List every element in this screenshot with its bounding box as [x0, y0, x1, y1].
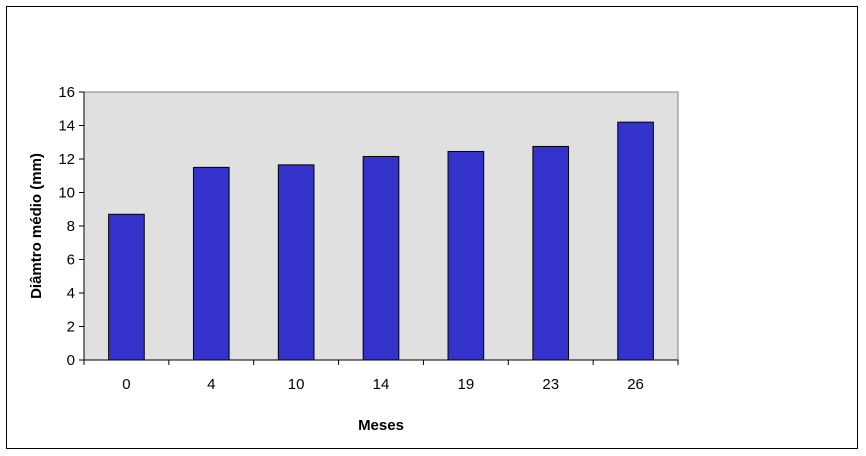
bar-23	[532, 145, 570, 361]
y-tick-label: 8	[67, 218, 75, 235]
y-tick-label: 4	[67, 285, 75, 302]
x-tick-label: 0	[122, 376, 130, 393]
y-tick-label: 14	[58, 118, 75, 135]
bars-group	[108, 121, 654, 361]
x-tick-label: 19	[458, 376, 475, 393]
bar-10	[277, 164, 315, 361]
bar-19	[447, 150, 485, 361]
x-axis-title: Meses	[358, 417, 404, 434]
bar-14	[362, 155, 400, 361]
y-tick-label: 6	[67, 252, 75, 269]
y-axis-ticks: 0 2 4 6 8 10 12 14 16	[58, 84, 84, 369]
y-tick-label: 10	[58, 185, 75, 202]
x-tick-label: 10	[288, 376, 305, 393]
x-tick-label: 26	[627, 376, 644, 393]
bar-26	[617, 121, 654, 361]
y-tick-label: 0	[67, 352, 75, 369]
y-axis-title: Diâmtro médio (mm)	[28, 153, 45, 299]
x-axis-ticks: 0 4 10 14 19 23 26	[83, 360, 679, 393]
x-tick-label: 23	[542, 376, 559, 393]
bar-0	[108, 213, 145, 361]
x-tick-label: 14	[373, 376, 390, 393]
x-tick-label: 4	[207, 376, 215, 393]
y-tick-label: 12	[58, 151, 75, 168]
y-tick-label: 16	[58, 84, 75, 101]
bar-4	[192, 166, 230, 361]
y-tick-label: 2	[67, 319, 75, 336]
